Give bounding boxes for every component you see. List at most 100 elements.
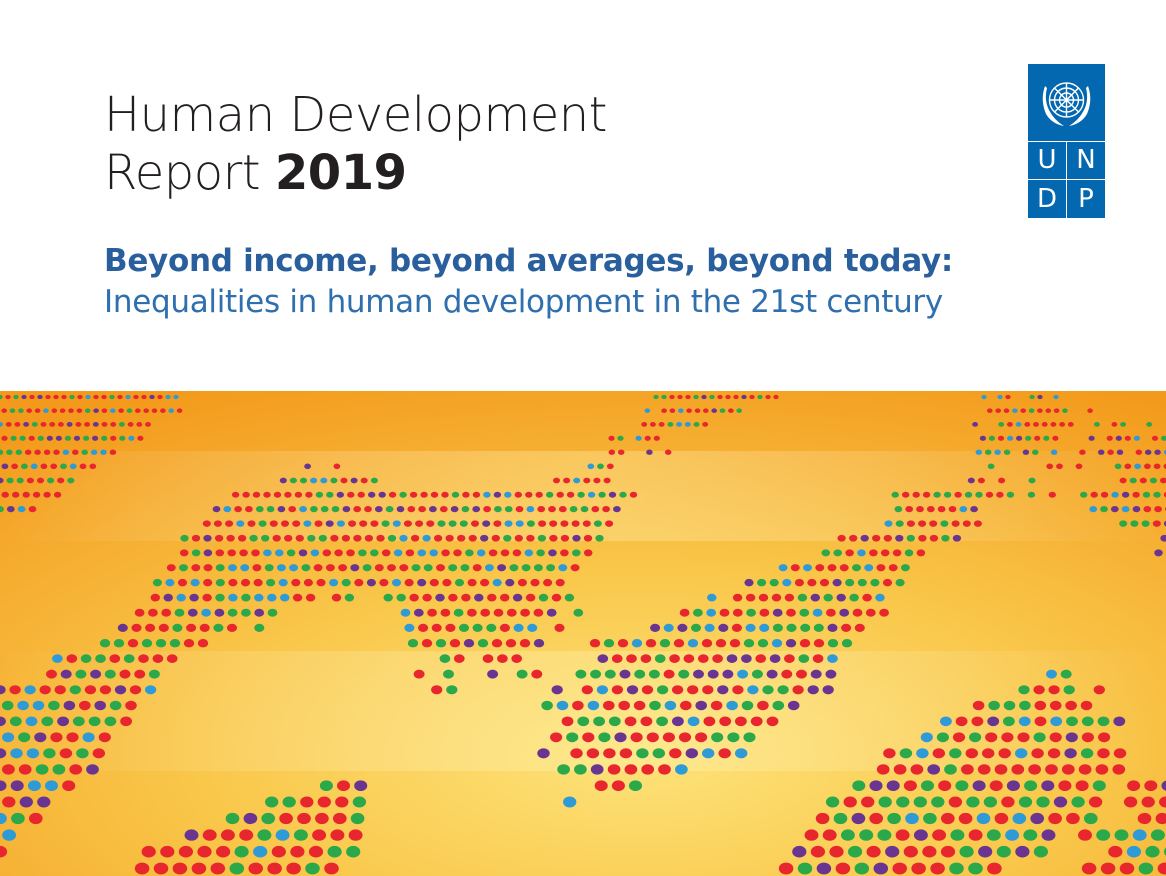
artwork-dot (886, 780, 900, 792)
artwork-dot (445, 534, 454, 542)
artwork-dot (524, 549, 534, 557)
artwork-dot (916, 505, 924, 513)
artwork-dot (141, 845, 156, 858)
artwork-dot (848, 845, 863, 858)
artwork-dot (895, 534, 904, 542)
artwork-dot (875, 593, 885, 602)
artwork-dot (781, 669, 793, 679)
artwork-dot (5, 422, 12, 427)
artwork-dot (515, 505, 524, 513)
artwork-dot (1045, 764, 1058, 775)
artwork-dot (45, 394, 51, 400)
artwork-dot (254, 608, 265, 617)
artwork-dot (884, 520, 893, 527)
artwork-dot (50, 732, 63, 743)
artwork-dot (148, 669, 160, 679)
artwork-dot (454, 578, 465, 587)
artwork-dot (336, 491, 344, 498)
artwork-dot (273, 491, 282, 498)
artwork-dot (292, 593, 303, 602)
artwork-dot (664, 449, 672, 455)
artwork-dot (759, 623, 770, 633)
artwork-dot (677, 623, 688, 633)
artwork-dot (786, 608, 796, 617)
artwork-dot (76, 408, 83, 413)
artwork-dot (472, 564, 482, 572)
artwork-dot (1146, 422, 1153, 427)
artwork-dot (492, 578, 502, 587)
artwork-dot (744, 578, 754, 587)
artwork-dot (484, 564, 494, 572)
artwork-dot (278, 578, 288, 587)
artwork-dot (930, 862, 945, 875)
artwork-dot (41, 716, 54, 727)
artwork-dot (1016, 435, 1023, 441)
artwork-dot (1144, 463, 1151, 470)
artwork-dot (228, 564, 237, 572)
artwork-dot (251, 549, 260, 557)
artwork-dot (59, 408, 66, 413)
artwork-dot (99, 638, 111, 648)
artwork-dot (722, 669, 734, 679)
artwork-dot (1075, 780, 1089, 792)
artwork-dot (117, 623, 128, 633)
artwork-dot (281, 520, 289, 527)
artwork-dot (659, 638, 671, 648)
artwork-dot (1043, 435, 1050, 441)
artwork-dot (76, 748, 89, 759)
artwork-dot (989, 780, 1003, 792)
artwork-dot (948, 505, 957, 513)
artwork-dot (1123, 796, 1138, 808)
artwork-dot (932, 829, 947, 841)
artwork-dot (679, 608, 690, 617)
artwork-dot (832, 578, 842, 587)
artwork-dot (737, 669, 749, 679)
artwork-dot (381, 520, 390, 527)
artwork-dot (977, 477, 985, 484)
logo-divider (1028, 179, 1105, 180)
artwork-dot (370, 520, 379, 527)
artwork-dot (486, 623, 497, 633)
artwork-dot (994, 449, 1001, 455)
artwork-dot (526, 505, 535, 513)
artwork-dot (1027, 491, 1036, 498)
artwork-dot (725, 394, 731, 400)
artwork-dot (656, 685, 669, 695)
artwork-dot (237, 534, 247, 542)
artwork-dot (676, 422, 683, 427)
artwork-dot (48, 700, 60, 711)
artwork-dot (203, 564, 213, 572)
artwork-dot (634, 669, 646, 679)
artwork-dot (69, 394, 75, 400)
artwork-dot (24, 685, 36, 695)
artwork-dot (872, 534, 881, 542)
artwork-dot (212, 505, 221, 513)
artwork-dot (667, 422, 674, 427)
artwork-dot (967, 477, 975, 484)
artwork-dot (453, 608, 464, 617)
artwork-dot (823, 593, 833, 602)
artwork-dot (750, 716, 763, 727)
artwork-dot (300, 796, 314, 808)
artwork-dot (385, 505, 394, 513)
artwork-dot (755, 654, 767, 663)
artwork-dot (556, 491, 564, 498)
artwork-dot (346, 845, 361, 858)
artwork-dot (1124, 435, 1131, 441)
artwork-dot (330, 829, 345, 841)
artwork-dot (315, 491, 324, 498)
artwork-dot (869, 549, 878, 557)
artwork-dot (558, 564, 568, 572)
artwork-dot (1033, 422, 1039, 427)
artwork-dot (892, 549, 902, 557)
artwork-dot (16, 477, 24, 484)
artwork-dot (1100, 505, 1108, 513)
artwork-dot (201, 608, 211, 617)
artwork-dot (322, 549, 332, 557)
artwork-dot (587, 463, 595, 470)
artwork-dot (497, 564, 507, 572)
artwork-dot (157, 394, 163, 400)
artwork-dot (962, 520, 971, 527)
artwork-dot (141, 638, 153, 648)
artwork-dot (0, 505, 4, 513)
